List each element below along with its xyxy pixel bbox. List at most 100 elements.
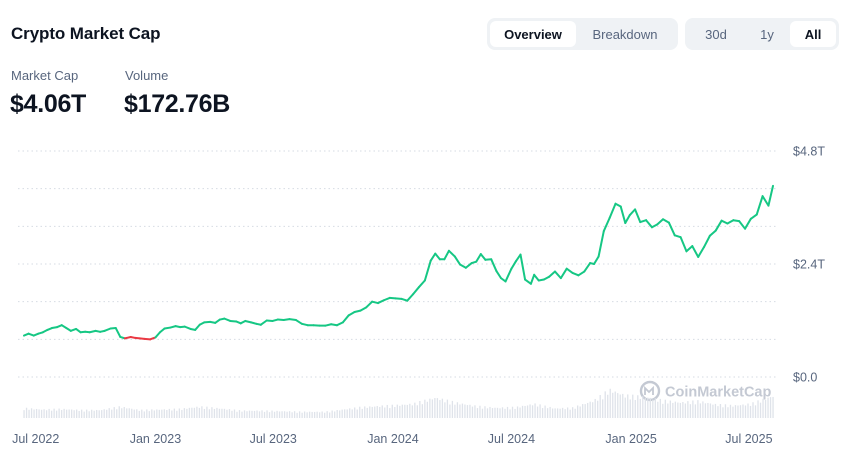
price-line-segment: [662, 218, 670, 224]
volume-bar: [679, 402, 682, 418]
volume-bar: [401, 404, 403, 418]
price-line-segment: [453, 255, 461, 266]
volume-bar: [526, 405, 529, 418]
volume-bar: [744, 405, 747, 418]
volume-bar: [23, 410, 25, 418]
volume-bar: [168, 408, 170, 418]
x-tick-label: Jul 2025: [725, 432, 772, 446]
volume-bar: [406, 404, 408, 418]
price-line-segment: [667, 221, 676, 237]
volume-bar: [291, 412, 293, 418]
volume-bar: [647, 397, 649, 418]
price-line-segment: [726, 219, 735, 225]
volume-bar: [256, 410, 258, 418]
volume-bar: [622, 393, 624, 418]
range-30d-button[interactable]: 30d: [705, 26, 727, 42]
price-line-segment: [749, 213, 758, 220]
volume-bar: [76, 409, 78, 418]
volume-bar: [359, 406, 361, 418]
tab-overview[interactable]: Overview: [490, 21, 576, 47]
price-line-segment: [714, 219, 723, 232]
volume-bar: [491, 408, 494, 418]
volume-bar: [296, 412, 298, 418]
volume-bar: [471, 406, 474, 418]
volume-bar: [594, 398, 596, 418]
volume-bar: [617, 393, 619, 418]
volume-bar: [704, 403, 707, 418]
volume-bar: [108, 408, 110, 418]
volume-bar: [336, 409, 338, 418]
volume-bar: [248, 410, 251, 418]
volume-bar: [364, 406, 366, 418]
price-line-segment: [382, 296, 391, 302]
volume-bar: [754, 405, 757, 418]
price-line-segment: [639, 219, 648, 224]
price-line-segment: [114, 327, 122, 338]
volume-bar: [381, 405, 383, 418]
volume-bar: [213, 408, 216, 418]
volume-bar: [577, 405, 579, 418]
volume-bar: [50, 410, 53, 418]
range-1y-button[interactable]: 1y: [760, 26, 774, 42]
volume-bar: [106, 409, 108, 418]
volume-bar: [627, 394, 629, 418]
volume-bar: [208, 409, 211, 418]
price-line-segment: [524, 278, 532, 285]
volume-bar: [246, 411, 248, 418]
y-tick-label: $2.4T: [793, 258, 825, 272]
volume-bar: [221, 408, 223, 418]
volume-bar: [121, 408, 123, 418]
volume-bar: [349, 408, 351, 418]
tab-breakdown[interactable]: Breakdown: [592, 26, 658, 42]
volume-bar: [404, 404, 406, 418]
volume-bar: [506, 406, 509, 418]
volume-bar: [584, 404, 586, 418]
volume-bar: [25, 407, 28, 418]
price-line-segment: [336, 321, 344, 327]
volume-bar: [446, 399, 449, 418]
volume-bar: [707, 402, 709, 418]
volume-bar: [667, 403, 669, 418]
price-line-segment: [608, 202, 617, 219]
volume-value: $172.76B: [124, 90, 231, 118]
volume-bar: [714, 403, 717, 418]
price-line-segment: [720, 219, 729, 225]
volume-bar: [384, 407, 386, 418]
volume-bar: [243, 410, 246, 418]
volume-bar: [238, 410, 241, 418]
volume-bar: [692, 400, 694, 418]
volume-bar: [697, 400, 699, 418]
volume-bar: [389, 408, 391, 418]
volume-bar: [354, 407, 356, 418]
volume-bar: [494, 407, 496, 418]
range-all-button[interactable]: All: [790, 21, 836, 47]
view-toggle: Overview Breakdown: [487, 18, 678, 50]
volume-bar: [454, 404, 456, 418]
volume-bar: [441, 398, 444, 418]
volume-bar: [604, 391, 606, 418]
volume-bar: [566, 407, 569, 418]
volume-bar: [561, 407, 564, 418]
volume-bar: [429, 398, 431, 418]
volume-bar: [702, 401, 704, 418]
volume-bar: [391, 404, 393, 418]
volume-bar: [654, 398, 656, 418]
volume-bar: [133, 409, 135, 418]
volume-bar: [767, 397, 769, 418]
volume-bar: [231, 410, 233, 418]
volume-bar: [559, 408, 561, 418]
volume-bar: [574, 408, 576, 418]
watermark-text: CoinMarketCap: [665, 385, 771, 401]
price-line-segment: [755, 195, 764, 216]
price-line-segment: [406, 293, 415, 302]
price-line-segment: [738, 220, 747, 230]
price-line-segment: [645, 219, 653, 229]
volume-bar: [81, 409, 83, 418]
volume-bar: [409, 403, 411, 418]
volume-bar: [93, 410, 95, 418]
volume-bar: [258, 411, 261, 418]
volume-bar: [624, 397, 626, 418]
price-line-segment: [475, 253, 482, 263]
volume-bar: [166, 410, 168, 418]
